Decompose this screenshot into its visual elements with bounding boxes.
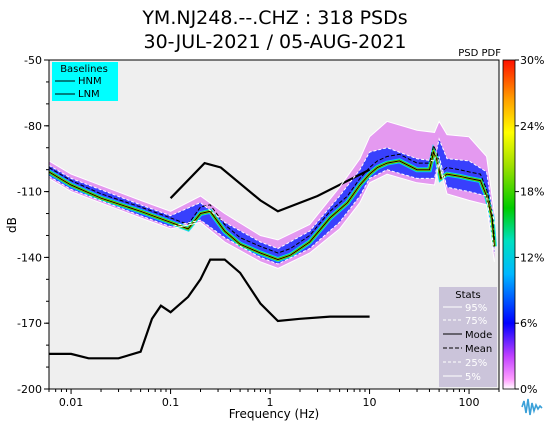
- chart-title: YM.NJ248.--.CHZ : 318 PSDs: [141, 7, 407, 29]
- legend-25: 25%: [465, 358, 487, 369]
- pdf-band-core: [49, 139, 495, 264]
- x-tick-label: 0.1: [162, 396, 180, 409]
- legend-hnm: HNM: [78, 76, 102, 87]
- x-axis: 0.01 0.1 1 10 100: [48, 389, 500, 409]
- y-tick-label: -200: [17, 383, 42, 396]
- corner-label: PSD PDF: [458, 48, 501, 59]
- colorbar-tick-label: 18%: [520, 186, 544, 199]
- legend-mean: Mean: [465, 344, 492, 355]
- x-tick-label: 0.01: [59, 396, 84, 409]
- series-line-mean: [49, 143, 495, 254]
- x-tick-label: 100: [459, 396, 480, 409]
- legend-75: 75%: [465, 316, 487, 327]
- y-tick-label: -140: [17, 251, 42, 264]
- series-line-5pct: [49, 162, 495, 269]
- colorbar-ticks: 0% 6% 12% 18% 24% 30%: [515, 54, 544, 396]
- series-lines: [49, 120, 495, 360]
- series-line-25pct: [49, 156, 495, 265]
- y-tick-label: -170: [17, 317, 42, 330]
- colorbar-tick-label: 30%: [520, 54, 544, 67]
- colorbar-tick-label: 0%: [520, 383, 537, 396]
- y-axis: -50 -80 -110 -140 -170 -200: [17, 54, 49, 396]
- baselines-legend-title: Baselines: [60, 64, 108, 75]
- stats-legend: Stats 95% 75% Mode Mean 25% 5%: [439, 287, 497, 387]
- plot-background: [49, 60, 499, 389]
- x-tick-label: 10: [363, 396, 377, 409]
- colorbar: [502, 59, 516, 390]
- series-line-hnm: [169, 161, 371, 213]
- legend-5: 5%: [465, 372, 481, 383]
- y-axis-label: dB: [5, 217, 19, 233]
- legend-lnm: LNM: [78, 89, 100, 100]
- x-axis-label: Frequency (Hz): [229, 407, 320, 421]
- baselines-legend: Baselines HNM LNM: [52, 62, 118, 101]
- colorbar-tick-label: 6%: [520, 317, 537, 330]
- colorbar-tick-label: 24%: [520, 120, 544, 133]
- legend-95: 95%: [465, 303, 487, 314]
- stats-legend-title: Stats: [455, 290, 481, 301]
- series-line-lnm: [49, 258, 370, 360]
- plot-frame: [48, 59, 500, 390]
- waveform-logo-icon: [521, 398, 543, 416]
- series-line-75pct: [49, 137, 495, 250]
- y-tick-label: -80: [24, 120, 42, 133]
- series-line-95pct: [49, 120, 495, 241]
- y-tick-label: -110: [17, 186, 42, 199]
- colorbar-tick-label: 12%: [520, 251, 544, 264]
- legend-mode: Mode: [465, 330, 492, 341]
- y-tick-label: -50: [24, 54, 42, 67]
- chart-subtitle: 30-JUL-2021 / 05-AUG-2021: [144, 31, 407, 53]
- x-tick-label: 1: [267, 396, 274, 409]
